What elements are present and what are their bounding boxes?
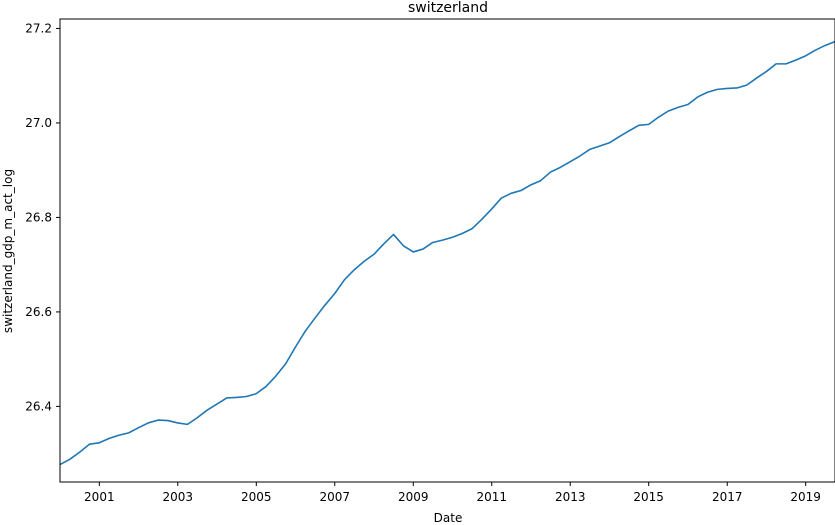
x-tick-label: 2015 [633,490,664,504]
x-tick-label: 2009 [398,490,429,504]
x-axis: 2001 2003 2005 2007 2009 2011 2013 2015 2017 2019 [84,482,821,504]
y-axis: 26.4 26.6 26.8 27.0 27.2 [25,21,60,413]
x-tick-label: 2019 [790,490,821,504]
x-tick-label: 2003 [162,490,193,504]
series-line-0 [59,40,835,466]
y-tick-label: 26.6 [25,305,52,319]
y-tick-label: 26.4 [25,399,52,413]
y-tick-label: 26.8 [25,210,52,224]
y-axis-label: switzerland_gdp_m_act_log [1,169,15,333]
y-tick-label: 27.0 [25,116,52,130]
x-tick-label: 2005 [241,490,272,504]
plot-frame [59,18,835,483]
chart-title: switzerland [408,0,488,16]
x-tick-label: 2001 [84,490,115,504]
y-tick-label: 27.2 [25,21,52,35]
x-tick-label: 2011 [476,490,507,504]
x-tick-label: 2013 [555,490,586,504]
plot-area [59,40,835,466]
x-tick-label: 2007 [319,490,350,504]
x-tick-label: 2017 [712,490,743,504]
x-axis-label: Date [434,511,463,525]
